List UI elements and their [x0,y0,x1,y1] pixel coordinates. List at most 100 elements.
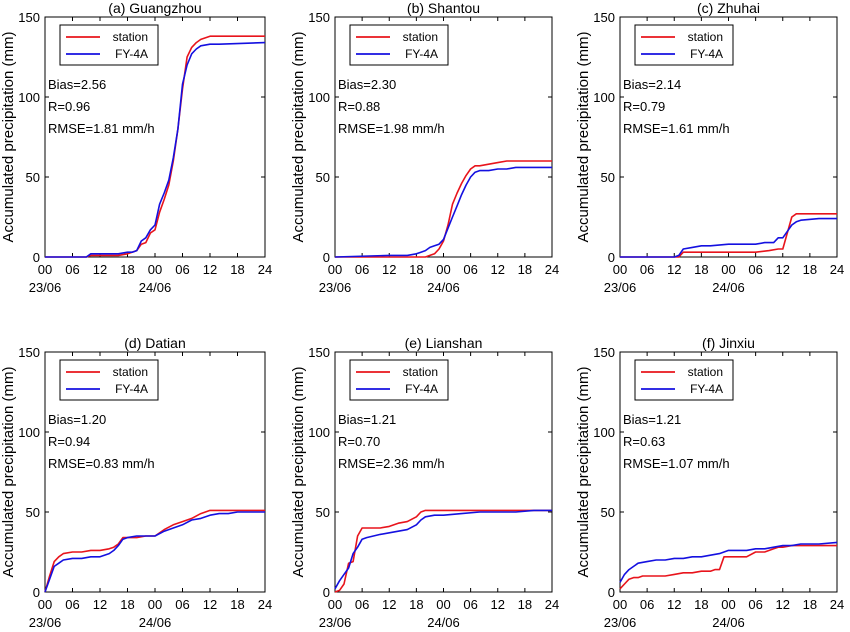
stats-text: RMSE=0.83 mm/h [48,456,155,471]
date-label: 23/06 [319,615,352,630]
panel-title: (b) Shantou [407,0,480,16]
y-axis-label: Accumulated precipitation (mm) [0,32,17,243]
panel-title: (e) Lianshan [405,335,483,351]
y-tick-label: 150 [593,10,615,25]
y-tick-label: 50 [26,170,40,185]
stats-text: R=0.63 [623,434,665,449]
x-tick-label: 00 [721,262,735,277]
y-axis-label: Accumulated precipitation (mm) [575,32,592,243]
y-tick-label: 100 [593,425,615,440]
x-tick-label: 06 [65,597,79,612]
x-tick-label: 12 [382,597,396,612]
y-tick-label: 50 [601,170,615,185]
x-tick-label: 06 [748,262,762,277]
stats-text: RMSE=1.07 mm/h [623,456,730,471]
legend-label: station [403,365,438,379]
x-tick-label: 00 [148,597,162,612]
stats-text: Bias=2.30 [338,77,396,92]
x-tick-label: 18 [518,262,532,277]
x-tick-label: 24 [545,262,559,277]
date-label: 24/06 [712,280,745,295]
y-tick-label: 150 [308,10,330,25]
x-tick-label: 18 [409,597,423,612]
series-line-station [334,509,552,593]
y-tick-label: 150 [593,345,615,360]
x-tick-label: 06 [748,597,762,612]
date-label: 24/06 [712,615,745,630]
x-tick-label: 12 [776,597,790,612]
x-tick-label: 24 [258,262,272,277]
stats-text: RMSE=1.98 mm/h [338,121,445,136]
x-tick-label: 12 [382,262,396,277]
y-tick-label: 100 [18,90,40,105]
x-tick-label: 12 [667,597,681,612]
y-axis-label: Accumulated precipitation (mm) [575,367,592,578]
y-tick-label: 0 [33,250,40,265]
date-label: 23/06 [604,280,637,295]
stats-text: R=0.94 [48,434,90,449]
series-line-fy4a [44,511,265,593]
series-line-station [335,160,552,258]
legend-box [349,24,449,66]
x-tick-label: 18 [230,262,244,277]
series-line-fy4a [334,509,552,590]
series-line-station [619,544,837,590]
legend-label: station [113,30,148,44]
x-tick-label: 24 [830,597,844,612]
date-label: 24/06 [139,280,172,295]
y-tick-label: 50 [26,505,40,520]
y-tick-label: 50 [316,170,330,185]
stats-text: Bias=1.20 [48,412,106,427]
legend-label: FY-4A [115,382,148,396]
y-tick-label: 0 [323,585,330,600]
stats-text: Bias=2.56 [48,77,106,92]
y-tick-label: 0 [608,250,615,265]
series-line-fy4a [334,166,552,258]
x-tick-label: 06 [355,262,369,277]
y-tick-label: 150 [18,345,40,360]
legend-label: FY-4A [405,47,438,61]
y-tick-label: 0 [33,585,40,600]
x-tick-label: 12 [491,597,505,612]
panel-2: 0 50 100 150 00 06 12 18 00 06 12 18 24 23/06 24/06 (b)… [290,0,559,295]
x-tick-label: 18 [518,597,532,612]
x-tick-label: 12 [491,262,505,277]
y-tick-label: 50 [316,505,330,520]
legend-box [59,24,159,66]
stats-text: Bias=2.14 [623,77,681,92]
series-line-station [45,35,265,258]
y-tick-label: 100 [308,425,330,440]
date-label: 24/06 [427,280,460,295]
legend-label: station [403,30,438,44]
y-tick-label: 100 [593,90,615,105]
x-tick-label: 18 [694,262,708,277]
x-tick-label: 12 [93,262,107,277]
panel-1: 0 50 100 150 00 06 12 18 00 06 12 18 24 23/06 24/06 (a)… [0,0,272,295]
legend-label: FY-4A [405,382,438,396]
panel-title: (c) Zhuhai [697,0,760,16]
legend-label: FY-4A [690,382,723,396]
legend-box [349,359,449,401]
stats-text: RMSE=1.81 mm/h [48,121,155,136]
x-tick-label: 18 [694,597,708,612]
x-tick-label: 24 [830,262,844,277]
date-label: 23/06 [604,615,637,630]
x-tick-label: 12 [93,597,107,612]
panel-3: 0 50 100 150 00 06 12 18 00 06 12 18 24 23/06 24/06 (c)… [575,0,844,295]
panel-6: 0 50 100 150 00 06 12 18 00 06 12 18 24 23/06 24/06 (f)… [575,335,844,630]
x-tick-label: 06 [463,262,477,277]
series-line-fy4a [45,41,266,258]
date-label: 23/06 [29,615,62,630]
x-tick-label: 00 [148,262,162,277]
stats-text: R=0.96 [48,99,90,114]
stats-text: R=0.79 [623,99,665,114]
x-tick-label: 24 [545,597,559,612]
y-tick-label: 100 [18,425,40,440]
series-line-fy4a [620,217,837,258]
panel-title: (f) Jinxiu [702,335,755,351]
date-label: 24/06 [139,615,172,630]
x-tick-label: 06 [640,262,654,277]
y-tick-label: 150 [308,345,330,360]
series-line-fy4a [619,541,838,583]
y-axis-label: Accumulated precipitation (mm) [290,32,307,243]
